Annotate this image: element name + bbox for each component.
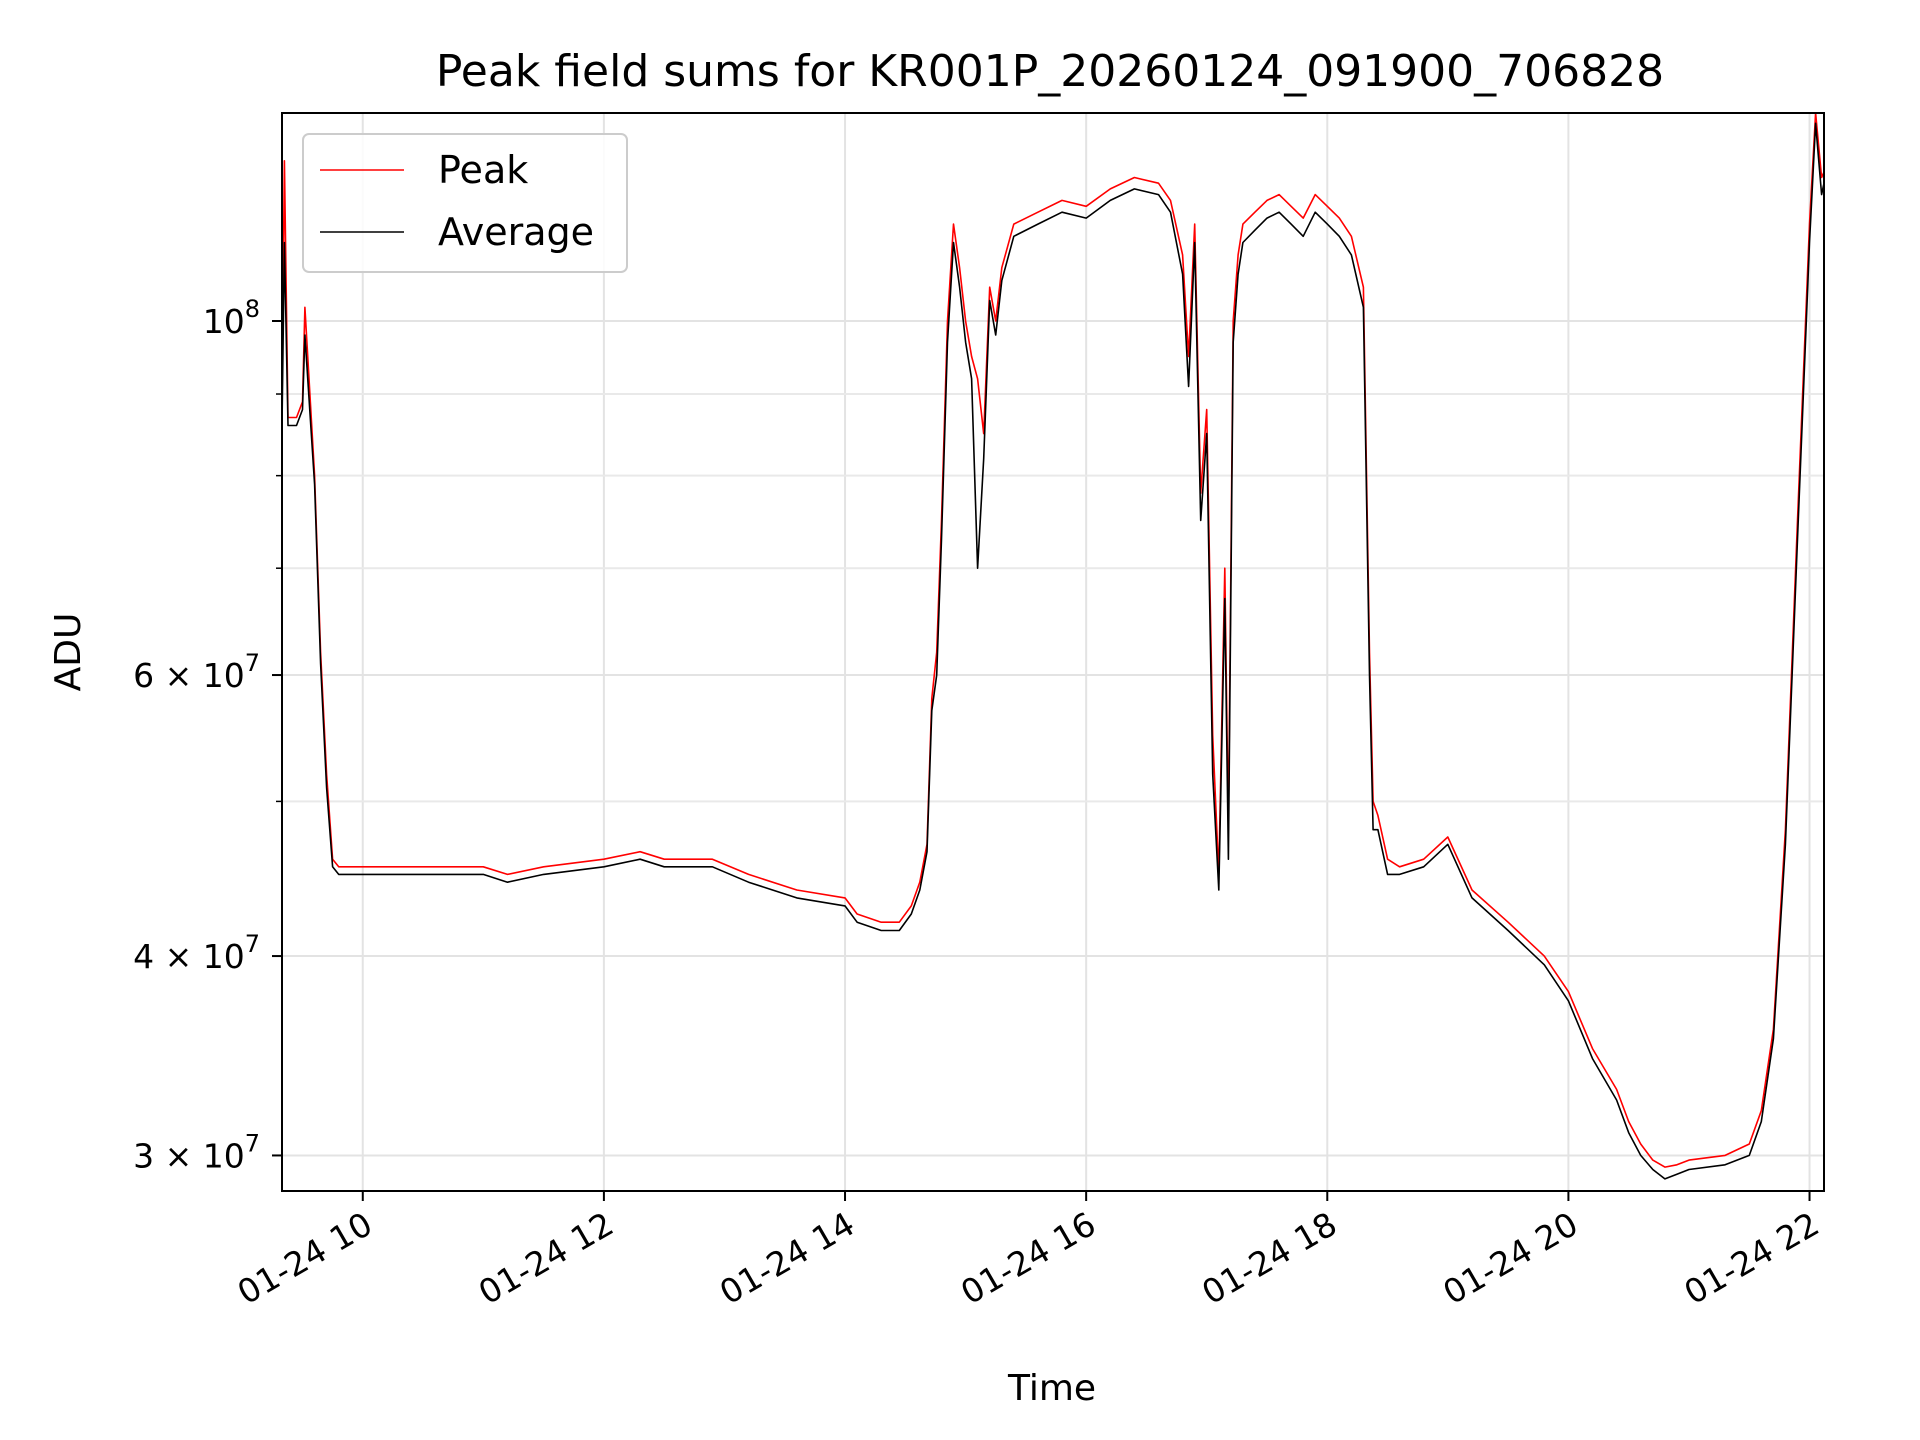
y-axis: 3 × 107 4 × 107 6 × 107 108: [133, 295, 282, 1175]
legend: Peak Average: [302, 133, 628, 273]
y-tick-exponent: 7: [245, 649, 260, 677]
y-tick-mantissa: 6: [133, 656, 154, 695]
y-tick-label: 4 × 107: [133, 930, 260, 976]
y-tick-exponent: 8: [245, 295, 260, 323]
legend-label-average: Average: [438, 210, 594, 254]
chart-title: Peak field sums for KR001P_20260124_0919…: [436, 46, 1664, 97]
y-tick-mantissa: 4: [133, 937, 154, 976]
y-tick-mantissa: 3: [133, 1136, 154, 1175]
grid-lines: [282, 113, 1824, 1191]
legend-label-peak: Peak: [438, 148, 528, 192]
y-tick-label: 3 × 107: [133, 1129, 260, 1175]
series-line-peak: [281, 112, 1825, 1168]
series-line-average: [281, 122, 1825, 1180]
data-lines: [281, 112, 1825, 1180]
plot-frame: [281, 112, 1825, 1192]
y-tick-label: 108: [203, 295, 260, 341]
y-tick-exponent: 7: [245, 930, 260, 958]
y-axis-label: ADU: [48, 613, 89, 692]
legend-box: [302, 133, 628, 273]
x-axis-label: Time: [1007, 1368, 1096, 1409]
y-tick-exponent: 7: [245, 1129, 260, 1157]
y-tick-label: 6 × 107: [133, 649, 260, 695]
